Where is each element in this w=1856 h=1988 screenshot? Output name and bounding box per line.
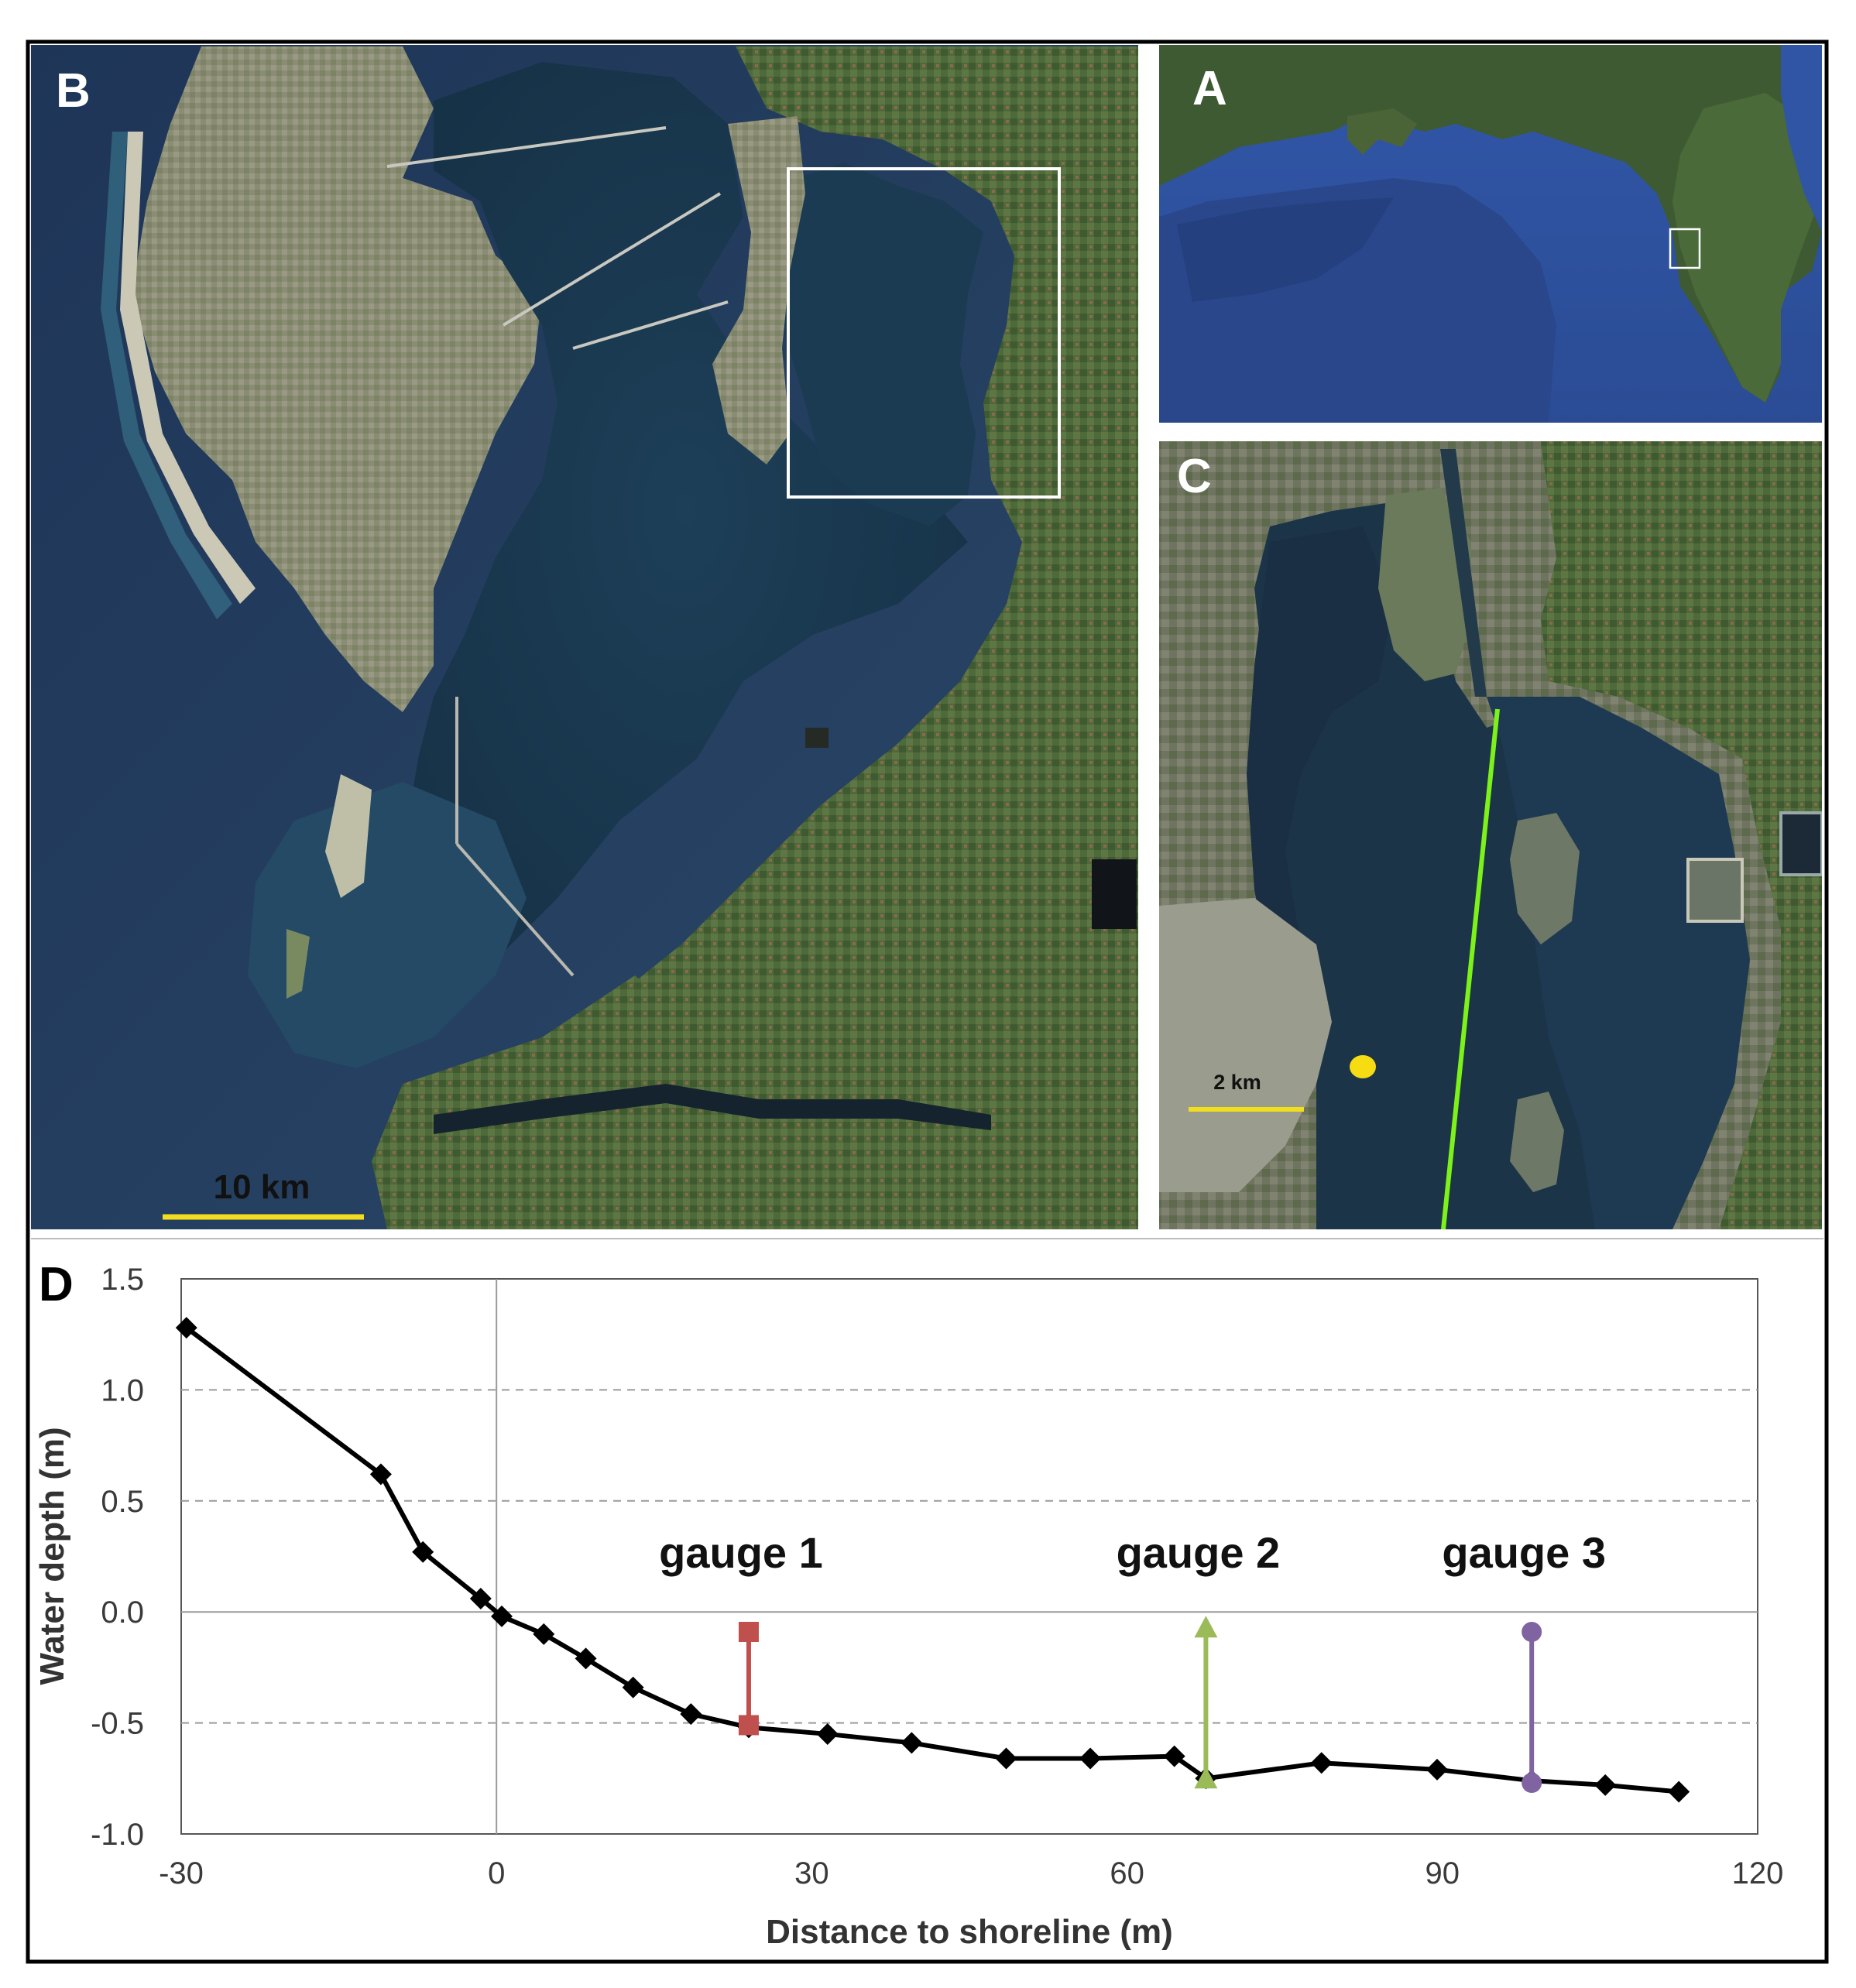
data-point-diamond [1163,1745,1185,1767]
y-tick-label: 0.0 [101,1596,144,1630]
x-tick-label: 0 [488,1856,505,1890]
gauge-3-label: gauge 3 [1442,1528,1606,1577]
y-axis-label: Water depth (m) [33,1427,71,1685]
chart-area-bg [31,1231,1823,1959]
gauge-1-label: gauge 1 [659,1528,823,1577]
separator-vertical [1140,45,1159,1229]
gauge-1-top-marker [738,1622,759,1643]
gauge-2-label: gauge 2 [1117,1528,1281,1577]
panel-c-map [1159,441,1822,1229]
panel-a-letter: A [1192,62,1227,115]
scale-label-2km: 2 km [1213,1071,1261,1094]
data-point-diamond [1426,1758,1449,1781]
data-point-diamond [1668,1781,1690,1803]
x-tick-label: 90 [1425,1856,1460,1890]
x-tick-label: 30 [794,1856,829,1890]
gauge-3-bottom-marker [1522,1773,1542,1794]
x-tick-label: 120 [1732,1856,1784,1890]
panel-d-letter: D [39,1258,74,1311]
panel-a-map [1159,45,1822,423]
panel-b-map [31,45,1138,1229]
gauge-3-top-marker [1522,1622,1542,1643]
transect-line [1441,708,1500,1230]
data-point-diamond [533,1623,555,1645]
y-tick-label: -0.5 [91,1707,144,1741]
data-point-diamond [1310,1752,1333,1774]
gauge-2-top-marker [1194,1616,1218,1638]
y-tick-label: -1.0 [91,1818,144,1852]
x-tick-label: -30 [159,1856,204,1890]
data-point-diamond [175,1317,197,1339]
panel-b-letter: B [56,64,91,118]
data-point-diamond [1079,1747,1102,1770]
x-axis-label: Distance to shoreline (m) [766,1913,1173,1951]
data-point-diamond [816,1722,839,1745]
y-tick-label: 1.5 [101,1263,144,1297]
data-point-diamond [575,1647,597,1670]
data-point-diamond [469,1587,492,1609]
data-point-diamond [369,1463,392,1486]
study-site-marker [1350,1055,1376,1078]
data-point-diamond [412,1541,434,1563]
data-point-diamond [1594,1774,1617,1796]
data-point-diamond [901,1732,923,1754]
y-tick-label: 1.0 [101,1373,144,1407]
x-tick-label: 60 [1110,1856,1144,1890]
data-point-diamond [622,1676,644,1698]
gauge-1-bottom-marker [738,1715,759,1736]
y-tick-label: 0.5 [101,1485,144,1519]
data-point-diamond [490,1605,513,1627]
scale-label-10km: 10 km [214,1168,310,1206]
data-point-diamond [995,1747,1017,1770]
gauge-2-bottom-marker [1194,1767,1218,1789]
inset-box [787,167,1061,499]
data-point-diamond [680,1703,702,1726]
locator-box [1669,228,1701,269]
panel-c-letter: C [1177,450,1212,503]
plot-frame [180,1278,1758,1835]
separator-horizontal [1159,423,1822,441]
depth-profile-chart: 1.5 1.0 0.5 0.0 -0.5 -1.0 -30 0 30 60 90 120 gauge … [33,1263,1783,1951]
